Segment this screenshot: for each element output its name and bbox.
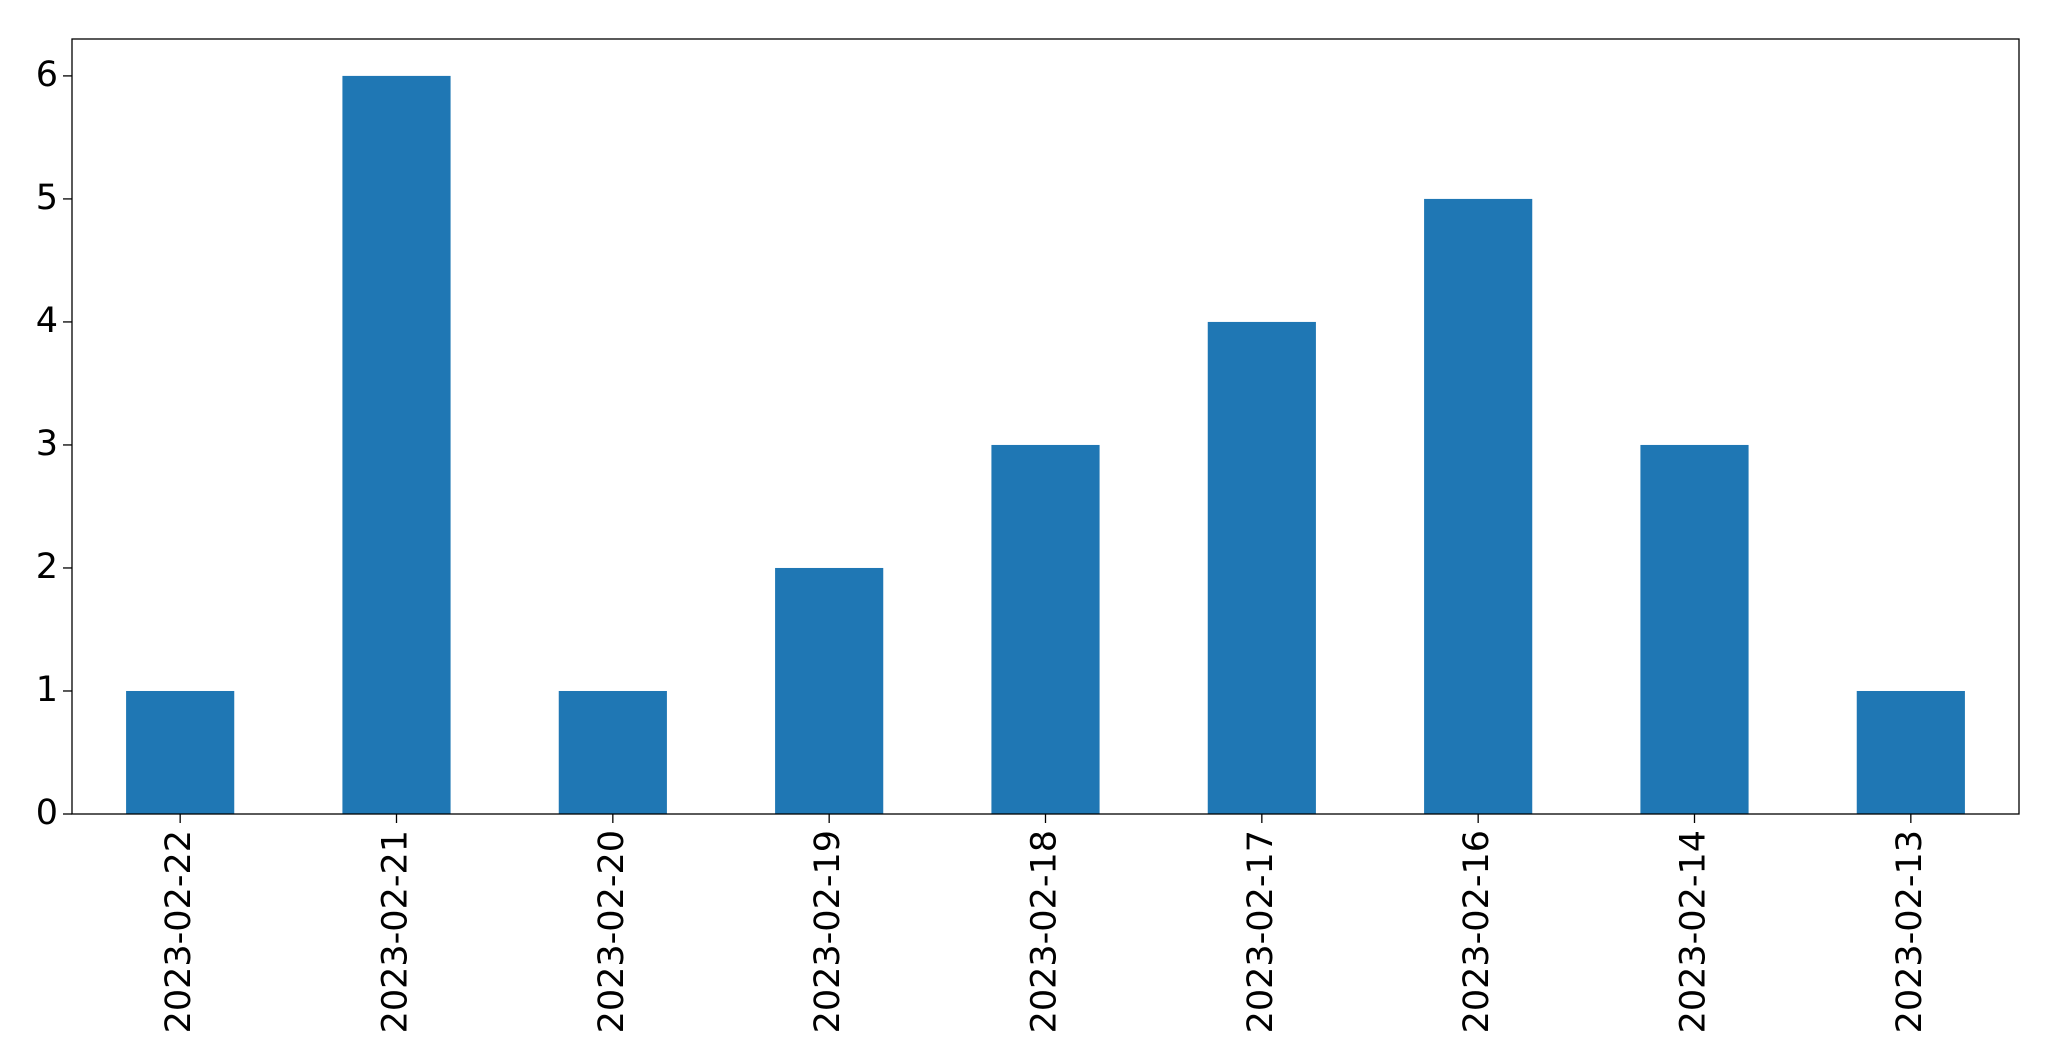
- x-tick-label: 2023-02-14: [1674, 830, 1714, 1033]
- plot-frame: [71, 38, 2020, 815]
- bar: [1856, 690, 1965, 814]
- x-tick-label: 2023-02-17: [1241, 830, 1281, 1033]
- x-tick-label: 2023-02-13: [1890, 830, 1930, 1033]
- bar: [991, 444, 1100, 814]
- bar: [126, 690, 235, 814]
- y-tick-label: 3: [36, 424, 58, 464]
- x-tick-label: 2023-02-21: [376, 830, 416, 1033]
- bar: [1424, 198, 1533, 814]
- bar: [558, 690, 667, 814]
- y-tick-label: 4: [36, 301, 58, 341]
- x-tick-label: 2023-02-18: [1025, 830, 1065, 1033]
- y-tick-label: 0: [36, 793, 58, 833]
- bar: [1640, 444, 1749, 814]
- x-tick-label: 2023-02-20: [592, 830, 632, 1033]
- y-tick-label: 2: [36, 547, 58, 587]
- x-tick-label: 2023-02-16: [1457, 830, 1497, 1033]
- x-tick-label: 2023-02-19: [808, 830, 848, 1033]
- y-tick-label: 5: [36, 178, 58, 218]
- y-tick-label: 1: [36, 670, 58, 710]
- x-tick-label: 2023-02-22: [159, 830, 199, 1033]
- bar: [775, 567, 884, 814]
- bar: [342, 75, 451, 814]
- bar: [1207, 321, 1316, 814]
- y-tick-label: 6: [36, 55, 58, 95]
